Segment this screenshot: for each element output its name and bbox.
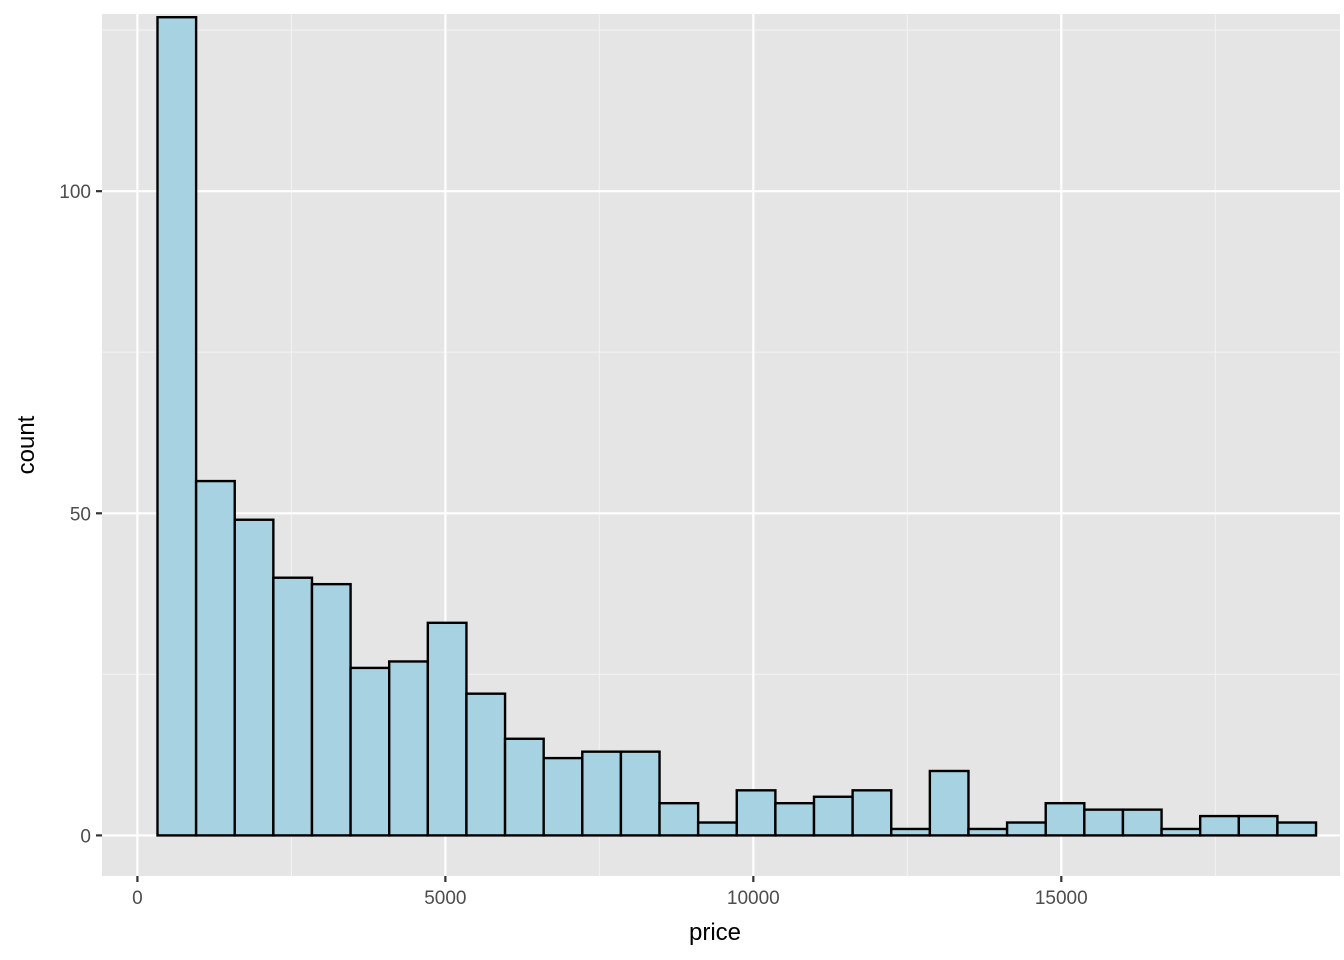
histogram-bar	[658, 802, 700, 837]
histogram-bar	[619, 750, 661, 837]
histogram-bar	[1276, 821, 1318, 837]
x-tick-label: 5000	[424, 888, 466, 909]
x-tick-label: 15000	[1035, 888, 1088, 909]
histogram-bar	[581, 750, 623, 837]
y-tick-label: 100	[59, 182, 91, 203]
histogram-bar	[774, 802, 816, 837]
histogram-bar	[1121, 808, 1163, 837]
histogram-bar	[542, 756, 584, 837]
histogram-bar	[272, 576, 314, 837]
histogram-bar	[928, 769, 970, 837]
minor-gridlines	[102, 14, 1340, 876]
histogram-bar	[812, 795, 854, 837]
histogram-bar	[1160, 827, 1202, 837]
histogram-bar	[1237, 814, 1279, 837]
histogram-bar	[465, 692, 507, 837]
y-tick-label: 50	[70, 504, 91, 525]
y-axis-title: count	[13, 415, 40, 474]
histogram-bar	[194, 479, 236, 837]
x-axis: 0 5000 10000 15000	[132, 876, 1088, 909]
histogram-bar	[1083, 808, 1125, 837]
x-tick-label: 10000	[727, 888, 780, 909]
histogram-bar	[890, 827, 932, 837]
histogram-bar	[156, 16, 198, 837]
histogram-bar	[735, 789, 777, 837]
histogram-bar	[1005, 821, 1047, 837]
x-tick-label: 0	[132, 888, 143, 909]
histogram-bars	[156, 16, 1318, 837]
x-axis-title: price	[689, 919, 741, 946]
histogram-bar	[233, 518, 275, 837]
histogram-bar	[1044, 802, 1086, 837]
y-tick-label: 0	[80, 826, 91, 847]
histogram-bar	[310, 582, 352, 837]
histogram-bar	[851, 789, 893, 837]
histogram-bar	[967, 827, 1009, 837]
histogram-bar	[696, 821, 738, 837]
histogram-bar	[503, 737, 545, 837]
histogram-bar	[426, 621, 468, 837]
histogram-bar	[349, 666, 391, 837]
y-axis: 0 50 100	[59, 182, 102, 847]
histogram-bar	[388, 660, 430, 837]
histogram-bar	[1198, 814, 1241, 837]
